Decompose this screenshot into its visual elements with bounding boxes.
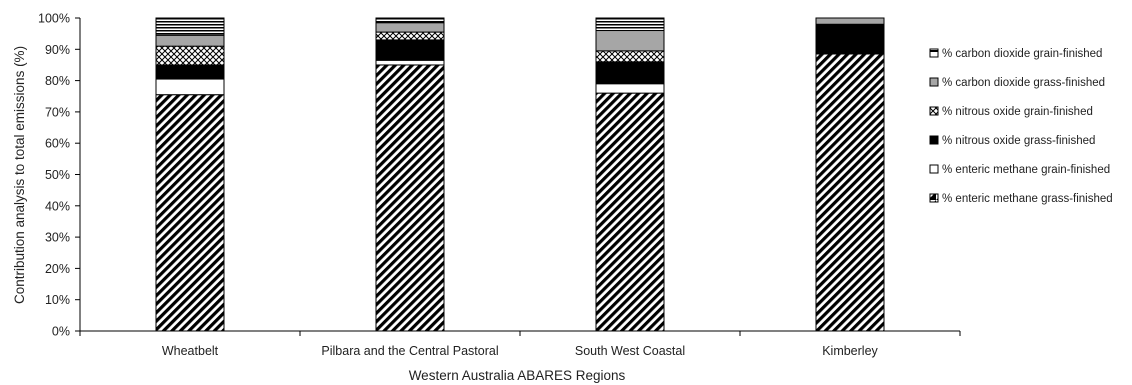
- bar-segment: [375, 59, 445, 66]
- bar-segment: [155, 17, 225, 36]
- y-tick-label: 90%: [45, 43, 70, 57]
- y-tick-label: 30%: [45, 231, 70, 245]
- legend-label: % enteric methane grass-finished: [942, 193, 1113, 205]
- x-tick-label: South West Coastal: [575, 344, 685, 358]
- bar-segment: [595, 30, 665, 52]
- y-axis-title: Contribution analysis to total emissions…: [12, 46, 27, 304]
- legend-item: % enteric methane grain-finished: [929, 164, 1110, 176]
- x-tick-label: Kimberley: [822, 344, 878, 358]
- y-tick-label: 20%: [45, 262, 70, 276]
- legend-item: % carbon dioxide grain-finished: [929, 48, 1102, 60]
- y-tick-label: 100%: [38, 12, 70, 26]
- legend: % carbon dioxide grain-finished % carbon …: [929, 48, 1113, 205]
- bars: [155, 17, 885, 332]
- bar-stack: [155, 17, 225, 332]
- bar-segment: [595, 92, 665, 332]
- bar-segment: [155, 45, 225, 66]
- x-axis: Wheatbelt Pilbara and the Central Pastora…: [79, 330, 961, 358]
- legend-item: % enteric methane grass-finished: [929, 193, 1113, 205]
- bar-segment: [815, 17, 885, 25]
- y-tick-label: 50%: [45, 168, 70, 182]
- legend-swatch: [929, 77, 939, 87]
- y-tick-label: 40%: [45, 199, 70, 213]
- x-tick-label: Pilbara and the Central Pastoral: [321, 344, 498, 358]
- bar-segment: [815, 53, 885, 332]
- legend-swatch: [929, 48, 939, 58]
- y-tick-label: 70%: [45, 105, 70, 119]
- legend-swatch: [929, 135, 939, 145]
- bar-segment: [815, 23, 885, 55]
- bar-segment: [375, 64, 445, 332]
- y-tick-label: 60%: [45, 137, 70, 151]
- legend-item: % nitrous oxide grain-finished: [929, 106, 1093, 118]
- legend-swatch: [929, 193, 939, 203]
- legend-swatch: [929, 106, 939, 116]
- bar-segment: [155, 78, 225, 96]
- bar-segment: [375, 17, 445, 24]
- bar-segment: [595, 17, 665, 32]
- x-tick-label: Wheatbelt: [162, 344, 219, 358]
- bar-segment: [375, 31, 445, 41]
- y-tick-label: 10%: [45, 293, 70, 307]
- bar-segment: [155, 64, 225, 80]
- legend-label: % nitrous oxide grain-finished: [942, 106, 1093, 118]
- bar-segment: [155, 34, 225, 47]
- y-axis: 0% 10% 20% 30% 40% 50% 60% 70% 80% 90% 100%: [38, 12, 81, 339]
- bar-segment: [375, 39, 445, 61]
- legend-swatch: [929, 164, 939, 174]
- legend-label: % carbon dioxide grass-finished: [942, 77, 1105, 89]
- legend-item: % nitrous oxide grass-finished: [929, 135, 1095, 147]
- y-tick-label: 80%: [45, 74, 70, 88]
- legend-item: % carbon dioxide grass-finished: [929, 77, 1105, 89]
- y-tick-label: 0%: [52, 325, 70, 339]
- bar-segment: [595, 50, 665, 63]
- bar-stack: [815, 17, 885, 332]
- bar-segment: [155, 94, 225, 332]
- bar-segment: [375, 22, 445, 33]
- legend-label: % carbon dioxide grain-finished: [942, 48, 1102, 60]
- bar-segment: [595, 61, 665, 85]
- bar-stack: [595, 17, 665, 332]
- legend-label: % enteric methane grain-finished: [942, 164, 1110, 176]
- legend-label: % nitrous oxide grass-finished: [942, 135, 1095, 147]
- bar-stack: [375, 17, 445, 332]
- bar-segment: [595, 83, 665, 94]
- x-axis-title: Western Australia ABARES Regions: [409, 368, 626, 383]
